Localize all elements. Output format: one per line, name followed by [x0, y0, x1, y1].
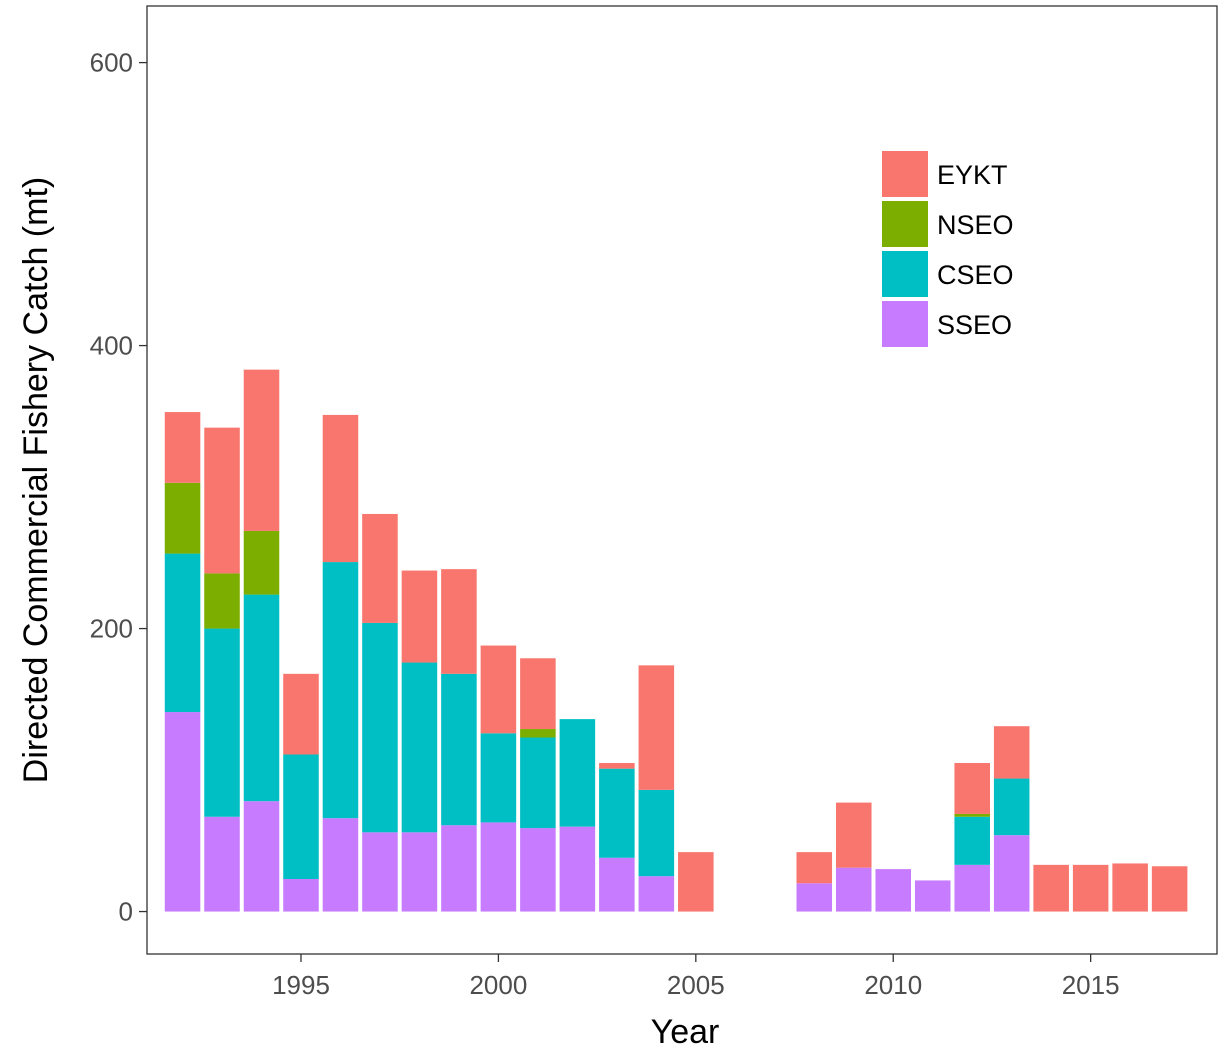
bar-nseo-1993 [204, 573, 240, 629]
x-axis: 1995 2000 2005 2010 2015 [272, 954, 1120, 1000]
bar-eykt-2008 [796, 852, 833, 884]
bar-cseo-1993 [204, 628, 240, 817]
bar-eykt-1999 [441, 569, 477, 674]
bar-eykt-1995 [283, 673, 319, 755]
bar-cseo-1997 [362, 622, 398, 833]
bar-cseo-2013 [993, 778, 1030, 836]
bar-sseo-1992 [164, 712, 201, 912]
bar-sseo-2009 [835, 867, 872, 912]
y-tick-label: 400 [90, 331, 133, 361]
y-axis-title: Directed Commercial Fishery Catch (mt) [17, 177, 55, 783]
x-tick-label: 2010 [864, 970, 922, 1000]
bar-eykt-1997 [362, 513, 398, 623]
bar-eykt-2014 [1033, 864, 1069, 912]
legend-label-cseo: CSEO [937, 260, 1014, 290]
x-tick-label: 2000 [469, 970, 527, 1000]
legend-label-sseo: SSEO [937, 310, 1012, 340]
bar-cseo-1994 [243, 594, 280, 802]
bar-eykt-1993 [204, 427, 240, 574]
legend-swatch-nseo [882, 201, 928, 247]
bar-nseo-1992 [164, 482, 201, 554]
y-tick-label: 600 [90, 48, 133, 78]
legend-label-nseo: NSEO [937, 210, 1014, 240]
bar-eykt-2015 [1072, 864, 1109, 912]
bar-cseo-2000 [480, 733, 517, 823]
y-tick-label: 0 [119, 897, 133, 927]
legend-swatch-eykt [882, 151, 928, 197]
legend-swatch-sseo [882, 301, 928, 347]
bar-eykt-2004 [638, 665, 675, 790]
bar-eykt-2000 [480, 645, 517, 734]
bar-eykt-1998 [401, 570, 438, 663]
bars-layer [164, 369, 1188, 912]
x-axis-title: Year [651, 1013, 720, 1051]
bar-sseo-1998 [401, 832, 438, 912]
bar-sseo-2000 [480, 822, 517, 912]
bar-sseo-1997 [362, 832, 398, 912]
bar-eykt-2013 [993, 726, 1030, 779]
bar-cseo-2012 [954, 816, 990, 865]
bar-sseo-1996 [322, 818, 359, 912]
bar-eykt-1994 [243, 369, 280, 531]
y-axis: 0 200 400 600 [90, 48, 147, 927]
bar-sseo-2004 [638, 876, 675, 912]
bar-cseo-1995 [283, 754, 319, 880]
bar-nseo-2012 [954, 813, 990, 817]
bar-cseo-2003 [599, 768, 635, 858]
bar-sseo-1999 [441, 825, 477, 912]
bar-sseo-1994 [243, 801, 280, 912]
x-tick-label: 2005 [667, 970, 725, 1000]
legend-label-eykt: EYKT [937, 160, 1008, 190]
bar-eykt-2009 [835, 802, 872, 868]
bar-sseo-1993 [204, 816, 240, 912]
bar-eykt-2003 [599, 762, 635, 769]
bar-sseo-2011 [914, 880, 951, 912]
legend-swatch-cseo [882, 251, 928, 297]
bar-sseo-2008 [796, 883, 833, 912]
y-tick-label: 200 [90, 614, 133, 644]
bar-cseo-1998 [401, 662, 438, 833]
bar-eykt-1992 [164, 412, 201, 483]
bar-eykt-2005 [678, 852, 714, 912]
bar-cseo-2001 [520, 737, 556, 829]
bar-sseo-2010 [875, 869, 912, 912]
x-tick-label: 2015 [1062, 970, 1120, 1000]
bar-cseo-1992 [164, 553, 201, 713]
bar-sseo-2003 [599, 857, 635, 912]
bar-cseo-1999 [441, 673, 477, 826]
bar-sseo-2012 [954, 864, 990, 912]
bar-sseo-2001 [520, 828, 556, 912]
x-tick-label: 1995 [272, 970, 330, 1000]
bar-eykt-1996 [322, 414, 359, 563]
bar-cseo-1996 [322, 562, 359, 819]
bar-eykt-2001 [520, 658, 556, 730]
bar-eykt-2016 [1112, 863, 1148, 912]
bar-nseo-2001 [520, 729, 556, 738]
bar-eykt-2012 [954, 762, 990, 814]
bar-cseo-2002 [559, 719, 596, 827]
bar-cseo-2004 [638, 789, 675, 877]
legend: EYKT NSEO CSEO SSEO [882, 151, 1014, 347]
bar-sseo-2013 [993, 835, 1030, 912]
bar-sseo-1995 [283, 879, 319, 912]
bar-sseo-2002 [559, 826, 596, 912]
bar-nseo-1994 [243, 530, 280, 595]
bar-eykt-2017 [1151, 866, 1188, 912]
